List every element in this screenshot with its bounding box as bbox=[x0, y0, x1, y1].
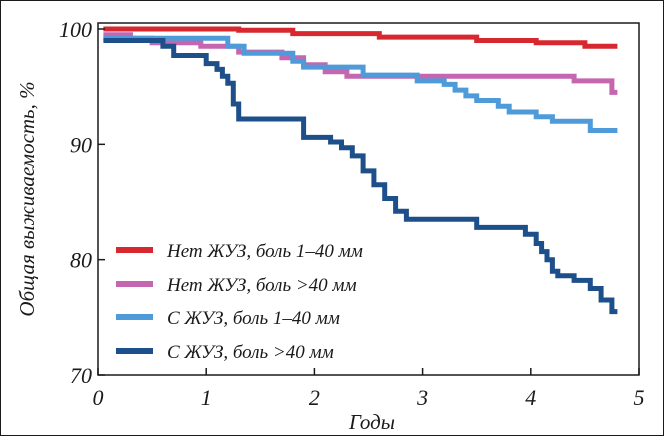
x-tick-label: 2 bbox=[309, 385, 320, 410]
legend-label-1: Нет ЖУЗ, боль 1–40 мм bbox=[166, 241, 363, 262]
plot-area-frame bbox=[97, 22, 640, 376]
y-tick-label: 80 bbox=[70, 248, 92, 273]
x-axis: 0 1 2 3 4 5 bbox=[93, 368, 645, 410]
x-tick-label: 4 bbox=[525, 385, 536, 410]
x-tick-label: 3 bbox=[416, 385, 428, 410]
legend-label-3: С ЖУЗ, боль 1–40 мм bbox=[167, 308, 340, 329]
series-line-4 bbox=[103, 38, 618, 315]
x-tick-label: 1 bbox=[201, 385, 212, 410]
y-tick-label: 70 bbox=[70, 363, 92, 388]
legend: Нет ЖУЗ, боль 1–40 мм Нет ЖУЗ, боль >40 м… bbox=[116, 241, 363, 363]
legend-label-2: Нет ЖУЗ, боль >40 мм bbox=[166, 275, 357, 296]
series-layer bbox=[103, 26, 618, 315]
legend-label-4: С ЖУЗ, боль >40 мм bbox=[167, 342, 334, 363]
y-tick-label: 100 bbox=[59, 17, 92, 42]
y-tick-label: 90 bbox=[70, 132, 92, 157]
x-tick-label: 5 bbox=[634, 385, 645, 410]
y-axis-title: Общая выживаемость, % bbox=[15, 81, 39, 316]
y-axis: 70 80 90 100 bbox=[59, 17, 105, 388]
x-axis-title: Годы bbox=[348, 410, 395, 434]
series-line-1 bbox=[103, 26, 618, 49]
series-line-3 bbox=[103, 35, 618, 133]
x-tick-label: 0 bbox=[93, 385, 104, 410]
